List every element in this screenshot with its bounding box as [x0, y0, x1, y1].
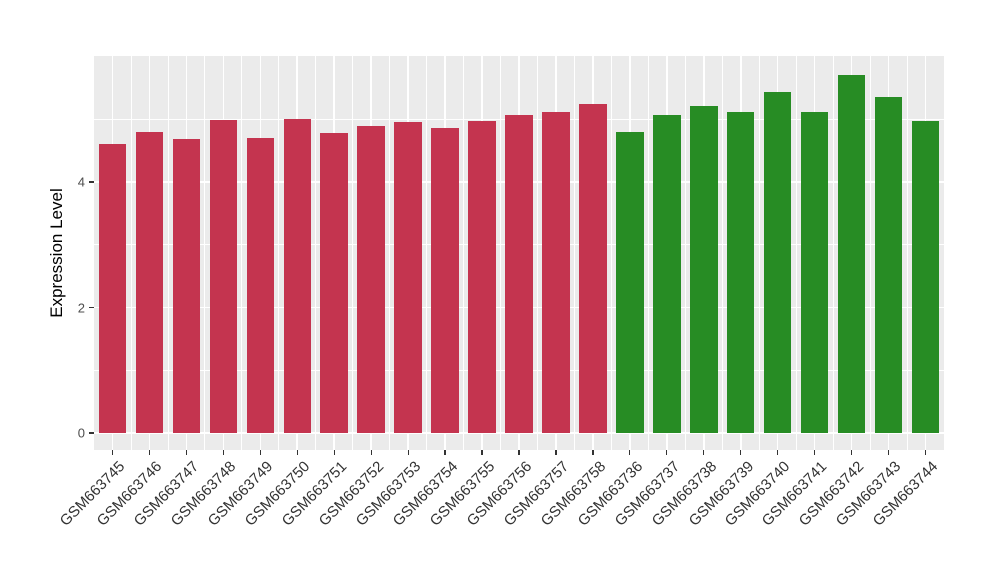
plot-panel [94, 56, 944, 450]
bar-GSM663746 [135, 131, 164, 433]
y-tick-mark [89, 432, 94, 434]
bar-GSM663737 [653, 114, 681, 433]
y-tick-label: 2 [77, 300, 85, 315]
gridline-v-minor [869, 56, 871, 450]
gridline-v-minor [167, 56, 169, 450]
x-tick-mark [518, 450, 520, 455]
gridline-v-minor [204, 56, 206, 450]
bar-GSM663742 [837, 74, 866, 433]
y-tick-label: 0 [77, 425, 85, 441]
y-axis-title: Expression Level [47, 188, 66, 318]
gridline-v-minor [315, 56, 317, 450]
x-tick-mark [370, 450, 372, 455]
x-tick-mark [887, 450, 890, 455]
bar-GSM663741 [800, 111, 829, 433]
gridline-v-minor [426, 56, 427, 450]
gridline-v-minor [647, 56, 649, 450]
gridline-v-minor [795, 56, 797, 450]
bar-GSM663744 [911, 120, 940, 433]
gridline-v-minor [241, 56, 243, 450]
bar-GSM663753 [394, 122, 422, 433]
bar-GSM663755 [468, 121, 496, 433]
gridline-v-minor [352, 56, 354, 450]
x-tick-mark [481, 450, 483, 455]
x-tick-mark [629, 450, 631, 455]
x-tick-mark [296, 450, 298, 455]
gridline-v-minor [500, 56, 501, 450]
gridline-v-minor [906, 56, 908, 450]
bar-GSM663738 [690, 106, 718, 433]
gridline-v-minor [832, 56, 834, 450]
x-tick-mark [851, 450, 853, 455]
x-tick-mark [814, 450, 816, 455]
gridline-v-minor [758, 56, 760, 450]
gridline-v-minor [684, 56, 686, 450]
gridline-v-minor [574, 56, 575, 450]
bar-GSM663747 [172, 139, 201, 433]
x-tick-mark [703, 450, 705, 455]
gridline-v-minor [537, 56, 538, 450]
bar-GSM663745 [98, 144, 127, 433]
y-tick-mark [89, 306, 94, 309]
bar-GSM663749 [246, 138, 275, 433]
bar-GSM663748 [209, 119, 238, 433]
gridline-v-minor [278, 56, 280, 450]
bar-GSM663758 [579, 103, 607, 433]
y-tick-label: 4 [77, 174, 85, 190]
x-tick-mark [185, 450, 187, 455]
x-tick-mark [740, 450, 742, 455]
gridline-v-minor [721, 56, 723, 450]
bar-GSM663752 [357, 125, 385, 433]
gridline-v-minor [130, 56, 132, 450]
x-tick-mark [777, 450, 779, 455]
x-tick-mark [407, 450, 409, 455]
gridline-v-minor [389, 56, 391, 450]
bar-GSM663757 [542, 111, 570, 433]
gridline-v-minor [463, 56, 464, 450]
x-tick-mark [924, 450, 927, 455]
x-tick-mark [222, 450, 224, 455]
y-tick-mark [89, 181, 94, 183]
x-tick-mark [259, 450, 261, 455]
x-tick-mark [444, 450, 446, 455]
bar-GSM663754 [431, 128, 459, 433]
bar-GSM663739 [726, 112, 755, 433]
bar-GSM663751 [320, 133, 348, 433]
bar-GSM663743 [874, 96, 903, 433]
x-tick-mark [148, 450, 151, 455]
x-tick-mark [555, 450, 557, 455]
x-tick-mark [111, 450, 114, 455]
bar-GSM663740 [763, 91, 792, 433]
bar-GSM663736 [616, 132, 644, 433]
x-tick-mark [592, 450, 594, 455]
gridline-v-minor [610, 56, 612, 450]
bar-GSM663750 [283, 119, 311, 433]
x-tick-mark [333, 450, 335, 455]
x-tick-mark [666, 450, 668, 455]
bar-GSM663756 [505, 115, 533, 433]
